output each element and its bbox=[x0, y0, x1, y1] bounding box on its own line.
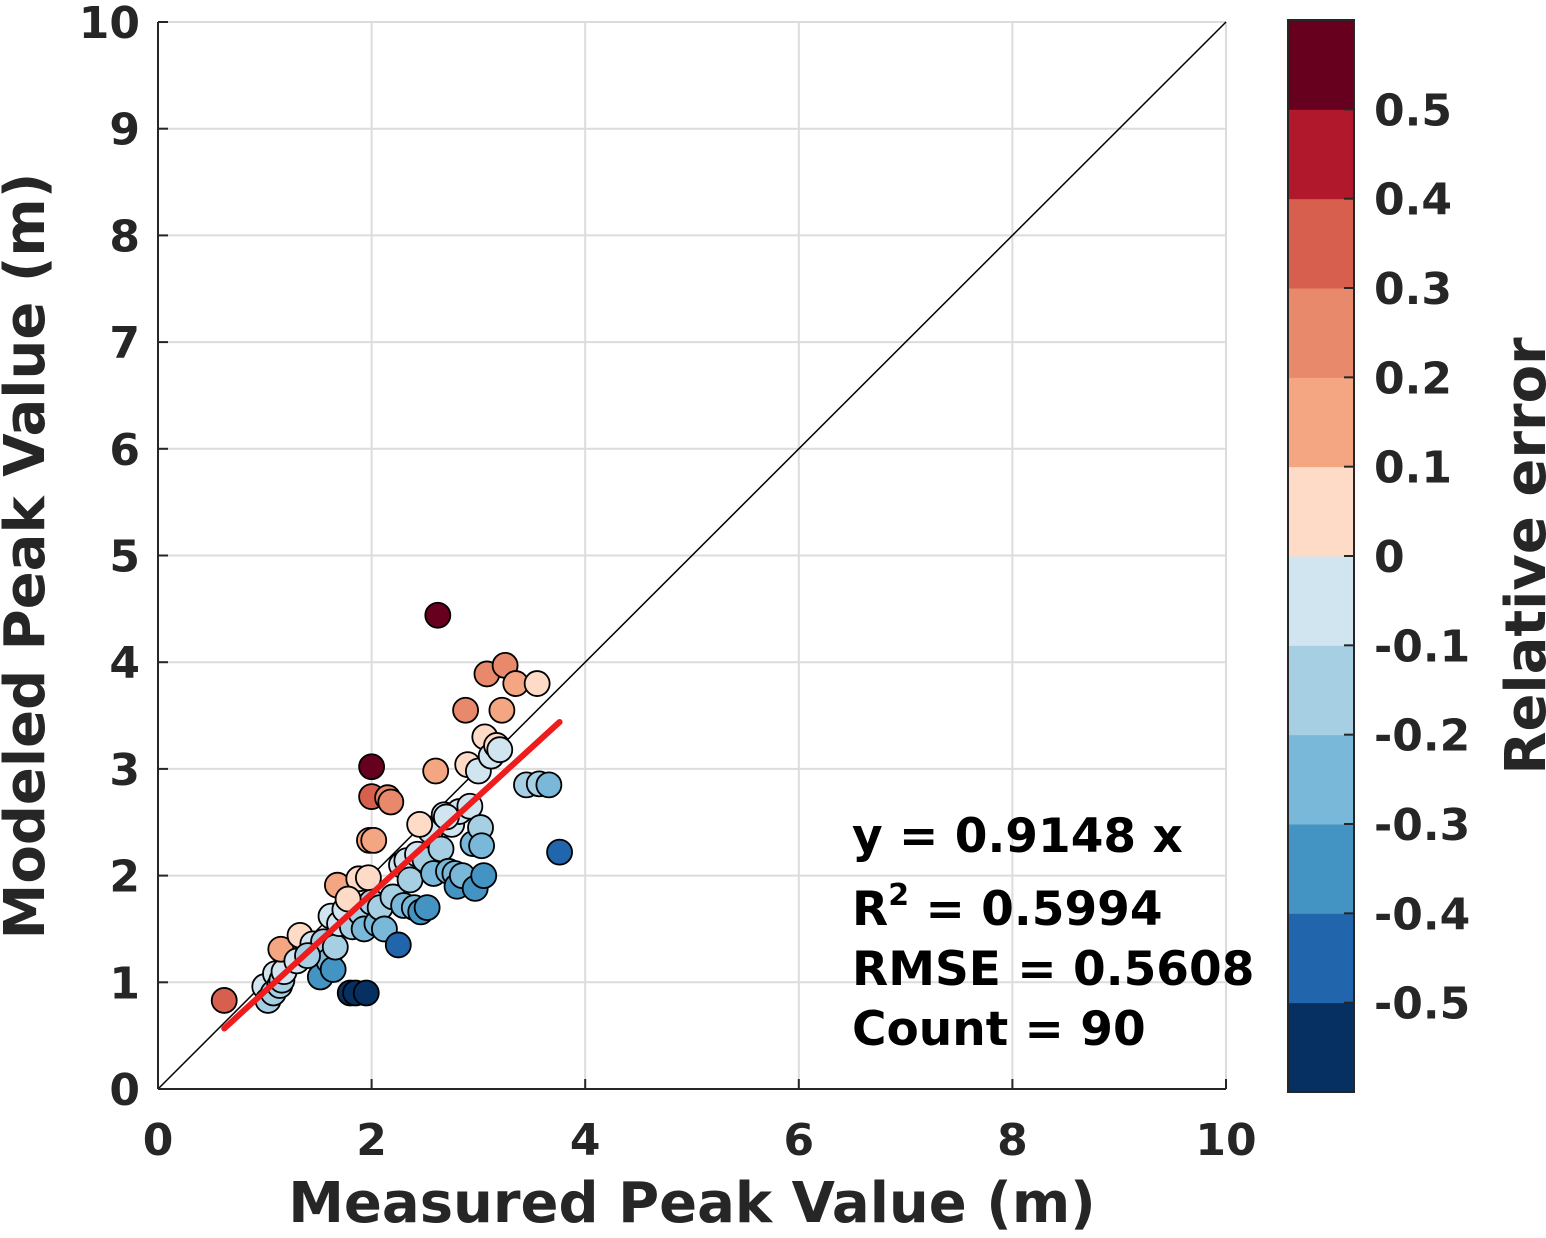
count: Count = 90 bbox=[852, 1002, 1146, 1057]
data-point bbox=[424, 601, 452, 629]
colorbar-band bbox=[1288, 288, 1354, 378]
stats-annotation: y = 0.9148 x R2 = 0.5994 RMSE = 0.5608 C… bbox=[852, 809, 1254, 1057]
colorbar-tick-label: 0.2 bbox=[1374, 353, 1452, 404]
colorbar-band bbox=[1288, 734, 1354, 825]
data-point bbox=[384, 931, 412, 959]
y-tick-label: 10 bbox=[79, 0, 140, 49]
colorbar-ticks: 0.5 0.4 0.3 0.2 0.1 0 -0.1 -0.2 -0.3 -0.4 -0.5 bbox=[1344, 85, 1470, 1030]
y-tick-label: 6 bbox=[109, 425, 140, 476]
data-point bbox=[422, 757, 450, 785]
data-point bbox=[523, 670, 551, 697]
data-point bbox=[358, 753, 386, 781]
y-tick-labels: 0 1 2 3 4 5 6 7 8 9 10 bbox=[79, 0, 140, 1116]
data-point bbox=[535, 771, 563, 799]
y-tick-label: 8 bbox=[109, 211, 140, 262]
y-tick-label: 9 bbox=[109, 105, 140, 156]
rmse: RMSE = 0.5608 bbox=[852, 942, 1254, 997]
y-tick-label: 1 bbox=[109, 958, 140, 1009]
axes bbox=[157, 21, 1227, 1090]
colorbar-band bbox=[1288, 20, 1354, 110]
x-tick-label: 6 bbox=[783, 1115, 814, 1166]
x-axis-title: Measured Peak Value (m) bbox=[288, 1171, 1096, 1233]
colorbar-bands bbox=[1288, 20, 1354, 1093]
x-tick-label: 4 bbox=[570, 1115, 601, 1166]
colorbar-tick-label: -0.1 bbox=[1374, 621, 1470, 672]
data-point bbox=[413, 894, 441, 922]
colorbar-tick-label: -0.5 bbox=[1374, 979, 1470, 1030]
colorbar-tick-label: 0.1 bbox=[1374, 443, 1452, 494]
colorbar-band bbox=[1288, 109, 1354, 200]
fit-equation: y = 0.9148 x bbox=[852, 809, 1183, 864]
data-points bbox=[210, 601, 573, 1014]
data-point bbox=[488, 696, 516, 724]
colorbar-band bbox=[1288, 645, 1354, 736]
colorbar-tick-label: -0.2 bbox=[1374, 711, 1470, 762]
colorbar-band bbox=[1288, 198, 1354, 289]
y-axis-title: Modeled Peak Value (m) bbox=[0, 173, 58, 940]
x-tick-label: 8 bbox=[997, 1115, 1028, 1166]
data-point bbox=[470, 862, 498, 889]
colorbar-band bbox=[1288, 466, 1354, 557]
colorbar-tick-label: 0 bbox=[1374, 532, 1405, 583]
y-tick-label: 5 bbox=[109, 532, 140, 583]
y-tick-label: 2 bbox=[109, 852, 140, 903]
x-tick-label: 0 bbox=[143, 1115, 174, 1166]
colorbar-tick-label: -0.3 bbox=[1374, 800, 1470, 851]
x-tick-label: 10 bbox=[1195, 1115, 1256, 1166]
data-point bbox=[452, 696, 479, 724]
colorbar-title: Relative error bbox=[1494, 337, 1546, 775]
colorbar-band bbox=[1288, 1002, 1354, 1093]
y-tick-label: 3 bbox=[109, 745, 140, 796]
data-point bbox=[319, 956, 347, 983]
colorbar-tick-label: 0.5 bbox=[1374, 85, 1452, 136]
data-point bbox=[360, 826, 388, 854]
data-point bbox=[468, 832, 496, 860]
data-point bbox=[486, 736, 514, 764]
colorbar-band bbox=[1288, 824, 1354, 914]
colorbar-tick-label: 0.3 bbox=[1374, 264, 1452, 315]
colorbar: 0.5 0.4 0.3 0.2 0.1 0 -0.1 -0.2 -0.3 -0.4 -0.5 Rel… bbox=[1287, 19, 1546, 1093]
y-tick-label: 7 bbox=[109, 318, 140, 369]
fit-line bbox=[221, 718, 563, 1032]
data-point bbox=[406, 810, 434, 838]
grid-lines bbox=[157, 21, 1227, 1090]
data-point bbox=[210, 987, 238, 1014]
data-point bbox=[546, 838, 573, 866]
colorbar-band bbox=[1288, 556, 1354, 646]
data-point bbox=[377, 788, 405, 816]
r-squared: R2 = 0.5994 bbox=[852, 878, 1163, 937]
x-tick-labels: 0 2 4 6 8 10 bbox=[143, 1115, 1257, 1166]
y-tick-label: 4 bbox=[109, 638, 140, 689]
colorbar-band bbox=[1288, 913, 1354, 1004]
y-tick-label: 0 bbox=[109, 1065, 140, 1116]
colorbar-tick-label: 0.4 bbox=[1374, 175, 1452, 226]
x-tick-label: 2 bbox=[356, 1115, 387, 1166]
colorbar-band bbox=[1288, 377, 1354, 468]
data-point bbox=[352, 979, 380, 1007]
colorbar-tick-label: -0.4 bbox=[1374, 889, 1470, 940]
